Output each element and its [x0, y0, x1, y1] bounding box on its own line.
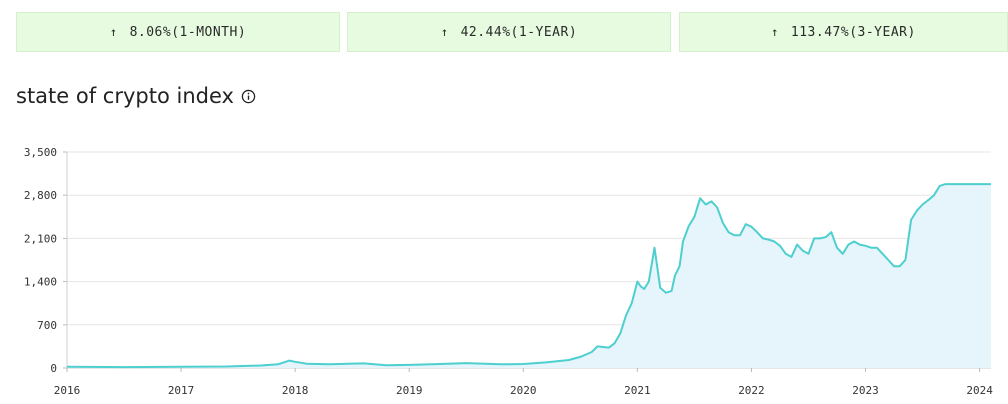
y-tick-label: 1,400	[24, 276, 57, 289]
y-tick-label: 2,800	[24, 189, 57, 202]
arrow-up-icon: ↑	[771, 25, 779, 39]
chart-title-row: state of crypto index	[16, 84, 256, 108]
x-tick-label: 2017	[168, 384, 195, 397]
chart-title: state of crypto index	[16, 84, 234, 108]
x-tick-label: 2018	[282, 384, 309, 397]
stat-1-month: ↑ 8.06%(1-MONTH)	[16, 12, 340, 52]
series-line	[66, 183, 991, 369]
arrow-up-icon: ↑	[109, 25, 118, 39]
stat-1-month-value: 8.06%(1-MONTH)	[129, 24, 247, 40]
x-tick-label: 2020	[510, 384, 537, 397]
stat-3-year-value: 113.47%(3-YEAR)	[790, 24, 916, 40]
x-tick-label: 2022	[738, 384, 765, 397]
x-tick-label: 2023	[852, 384, 879, 397]
arrow-up-icon: ↑	[440, 25, 449, 39]
x-tick-label: 2019	[396, 384, 423, 397]
stat-1-year: ↑ 42.44%(1-YEAR)	[347, 12, 671, 52]
y-tick-label: 2,100	[24, 232, 57, 245]
y-tick-label: 700	[37, 319, 57, 332]
x-tick-label: 2016	[54, 384, 81, 397]
y-tick-label: 0	[50, 362, 57, 375]
x-tick-label: 2021	[624, 384, 651, 397]
series-area	[67, 184, 991, 368]
y-tick-label: 3,500	[24, 146, 57, 159]
stat-3-year: ↑ 113.47%(3-YEAR)	[679, 12, 1008, 52]
info-icon[interactable]	[241, 89, 256, 104]
x-tick-label: 2024	[966, 384, 993, 397]
stats-bar: ↑ 8.06%(1-MONTH) ↑ 42.44%(1-YEAR) ↑ 113.…	[0, 0, 1008, 60]
stat-1-year-value: 42.44%(1-YEAR)	[460, 24, 578, 40]
